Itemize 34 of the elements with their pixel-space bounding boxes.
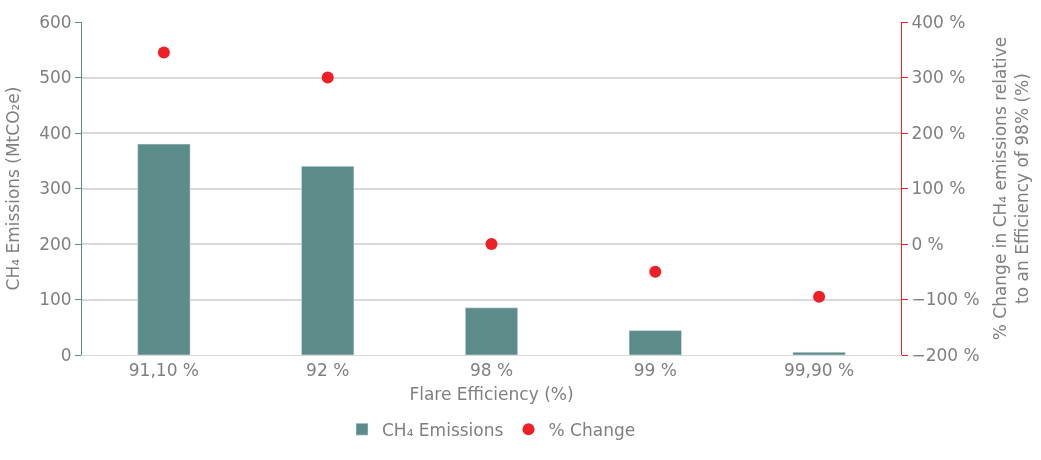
bar bbox=[628, 330, 682, 355]
point bbox=[649, 265, 662, 278]
x-tick-label: 92 % bbox=[306, 360, 350, 381]
legend-label: CH₄ Emissions bbox=[382, 419, 504, 440]
point bbox=[813, 290, 826, 303]
x-tick-label: 98 % bbox=[469, 360, 514, 381]
y2-tick-label: −100 % bbox=[911, 289, 980, 310]
y-tick-label: 100 bbox=[39, 289, 72, 310]
x-tick-label: 91,10 % bbox=[128, 360, 200, 381]
point bbox=[157, 46, 170, 59]
y2-axis-title: % Change in CH₄ emissions relative to an Efficiency of 98% (%) bbox=[990, 36, 1033, 341]
x-tick-label: 99 % bbox=[633, 360, 677, 381]
bar bbox=[792, 351, 846, 355]
y2-tick-label: 400 % bbox=[911, 11, 966, 32]
bar bbox=[301, 166, 355, 355]
y2-tick-label: 100 % bbox=[911, 178, 966, 199]
y-tick-label: 0 bbox=[60, 344, 72, 365]
x-axis-title: Flare Efficiency (%) bbox=[409, 383, 574, 404]
y2-tick-label: 300 % bbox=[911, 67, 966, 88]
y-axis-title: CH₄ Emissions (MtCO₂e) bbox=[2, 86, 23, 291]
bar bbox=[465, 307, 518, 355]
y2-tick-label: 200 % bbox=[911, 122, 966, 143]
legend-label: % Change bbox=[548, 419, 636, 440]
y-tick-label: 500 bbox=[39, 67, 72, 88]
y2-tick-label: 0 % bbox=[911, 233, 944, 254]
y-tick-label: 200 bbox=[39, 233, 72, 254]
point bbox=[485, 238, 498, 250]
y-tick-label: 300 bbox=[39, 178, 72, 199]
y-tick-label: 600 bbox=[39, 11, 72, 32]
y-tick-label: 400 bbox=[39, 122, 72, 143]
x-tick-label: 99,90 % bbox=[783, 360, 855, 381]
bar bbox=[137, 143, 191, 355]
point bbox=[321, 71, 334, 84]
y2-tick-label: −200 % bbox=[911, 344, 980, 365]
